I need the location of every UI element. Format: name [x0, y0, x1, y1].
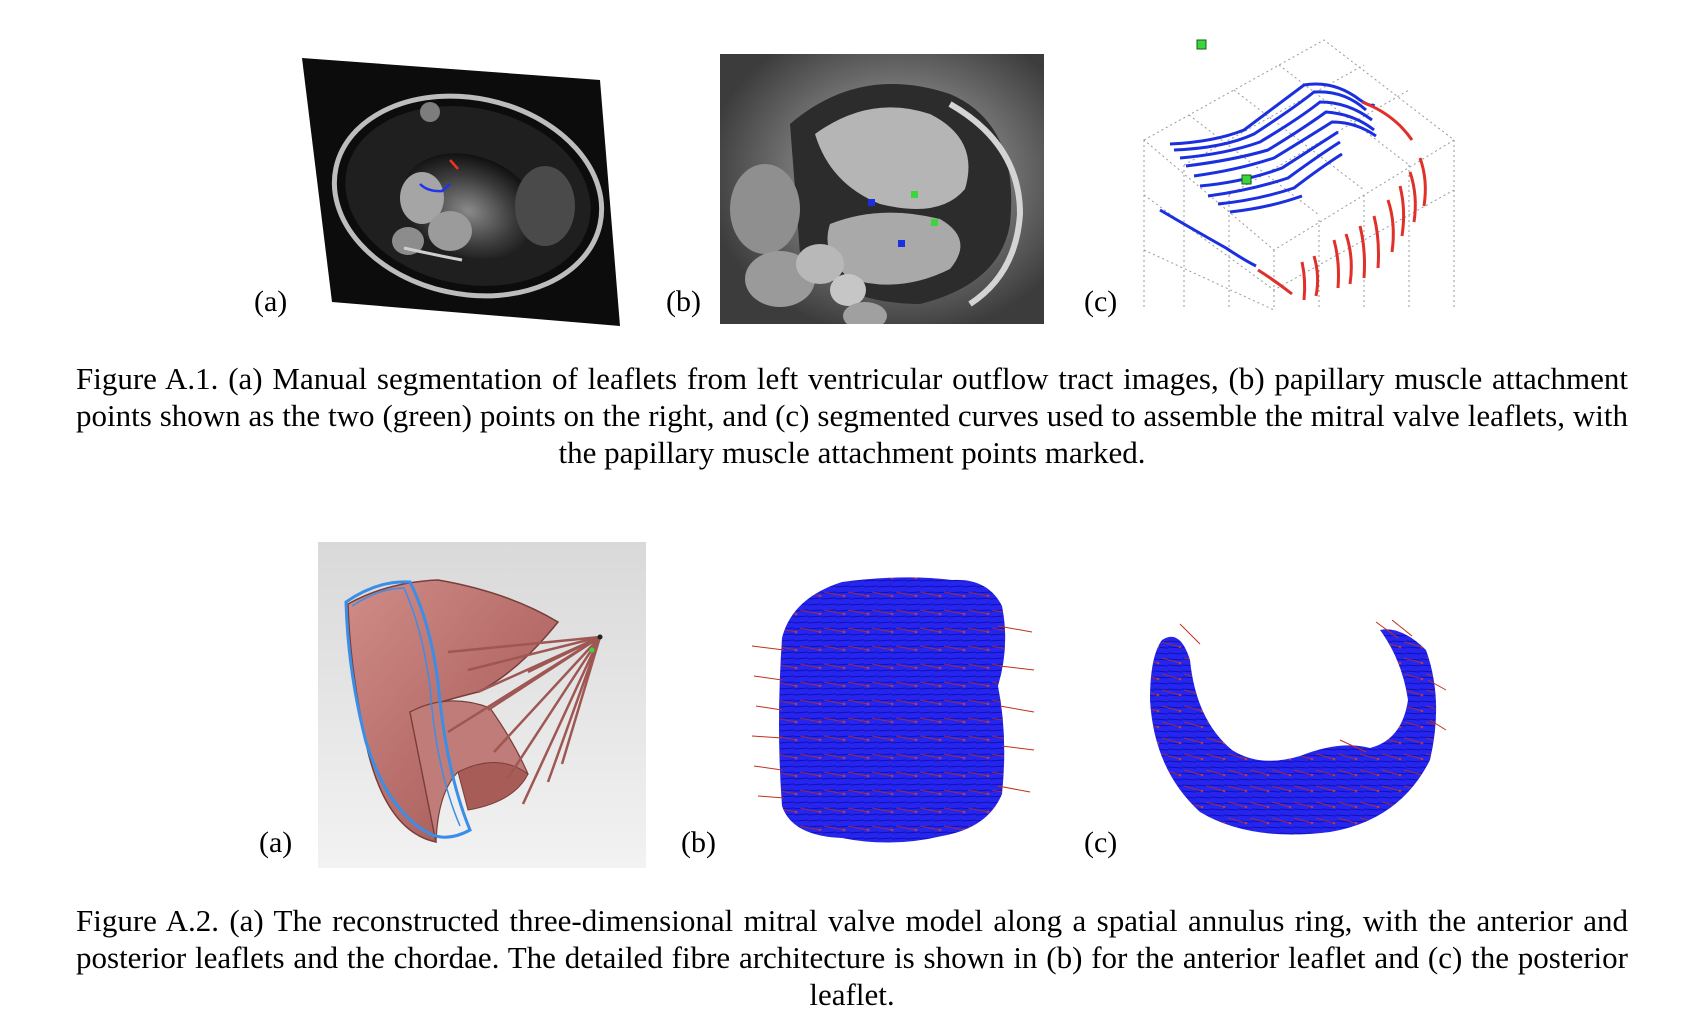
- fig-a1-blue-marker: [898, 240, 905, 247]
- fig-a2-posterior-fibre-architecture: [1150, 620, 1447, 835]
- fig-a1-papillary-point: [931, 219, 938, 226]
- fig-a1-blue-marker: [868, 199, 875, 206]
- fig-a2-label-c: (c): [1084, 826, 1118, 859]
- fig-a1-label-a: (a): [254, 285, 288, 318]
- fig-a1-papillary-point: [1241, 174, 1252, 185]
- fig-a2-caption: Figure A.2. (a) The reconstructed three-…: [76, 903, 1628, 1012]
- fig-a2-chordae: [447, 635, 602, 805]
- fig-a1-3d-grid: [1143, 39, 1455, 311]
- fig-a2-papillary-point: [589, 647, 595, 653]
- fig-a1-label-b: (b): [666, 285, 701, 318]
- fig-a1-segmented-curves-plot: [1143, 39, 1455, 311]
- fig-a2-label-b: (b): [681, 826, 716, 859]
- fig-a2-anterior-fibre-architecture: [752, 577, 1035, 843]
- fig-a2-annulus-ring: [344, 580, 472, 839]
- fig-a1-label-c: (c): [1084, 285, 1118, 318]
- fig-a2-fibre-vectors: [752, 625, 1035, 799]
- fig-a1-mri-papillary-image: [720, 54, 1044, 324]
- fig-a1-caption: Figure A.1. (a) Manual segmentation of l…: [76, 361, 1628, 470]
- fig-a2-label-a: (a): [259, 826, 293, 859]
- fig-a1-papillary-point: [911, 191, 918, 198]
- fig-a1-papillary-point: [1196, 39, 1207, 50]
- fig-a2-fibre-vectors: [1179, 620, 1447, 753]
- fig-a1-anterior-curves: [1159, 82, 1377, 268]
- fig-a1-posterior-curves: [1257, 100, 1427, 301]
- fig-a1-segmented-anterior-leaflet: [419, 183, 451, 193]
- fig-a2-valve-model-render: [318, 542, 646, 868]
- fig-a1-mri-outflow-tract-image: [302, 58, 620, 326]
- fig-a1-segmented-posterior-leaflet: [449, 159, 459, 170]
